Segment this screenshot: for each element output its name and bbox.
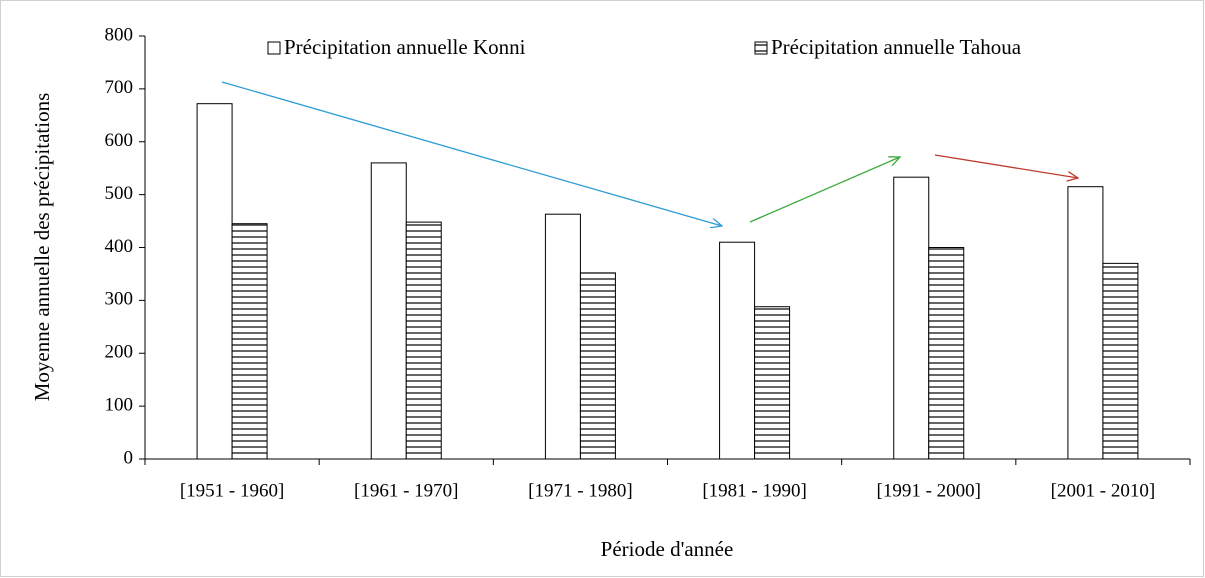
y-tick-label: 100 (105, 394, 134, 415)
x-axis-label: Période d'année (601, 537, 734, 561)
bar (544, 213, 581, 460)
y-tick-label: 400 (105, 236, 134, 257)
legend-label: Précipitation annuelle Konni (284, 35, 526, 59)
y-tick-label: 700 (105, 77, 134, 98)
trend-arrow (221, 81, 722, 226)
y-tick-label: 500 (105, 183, 134, 204)
bar (754, 306, 791, 460)
y-tick-label: 600 (105, 130, 134, 151)
y-axis-label: Moyenne annuelle des précipitations (30, 93, 54, 402)
bar (231, 223, 268, 460)
trend-arrow (934, 154, 1078, 178)
bar (579, 272, 616, 460)
x-tick-label: [1991 - 2000] (877, 480, 981, 501)
legend-swatch (754, 41, 768, 55)
bar (1067, 186, 1104, 460)
legend-swatch (267, 41, 281, 55)
x-tick-label: [1961 - 1970] (354, 480, 458, 501)
y-tick-label: 300 (105, 289, 134, 310)
bar (893, 176, 930, 460)
legend-label: Précipitation annuelle Tahoua (771, 35, 1022, 59)
trend-arrow (749, 157, 900, 223)
bar (928, 247, 965, 460)
y-tick-label: 200 (105, 342, 134, 363)
x-tick-label: [1951 - 1960] (180, 480, 284, 501)
y-tick-label: 800 (105, 24, 134, 45)
bar (1102, 262, 1139, 460)
x-tick-label: [2001 - 2010] (1051, 480, 1155, 501)
bar (719, 241, 756, 460)
bar (370, 162, 407, 460)
x-tick-label: [1981 - 1990] (702, 480, 806, 501)
x-tick-label: [1971 - 1980] (528, 480, 632, 501)
bar (196, 103, 233, 460)
y-tick-label: 0 (124, 447, 134, 468)
bar (405, 221, 442, 460)
